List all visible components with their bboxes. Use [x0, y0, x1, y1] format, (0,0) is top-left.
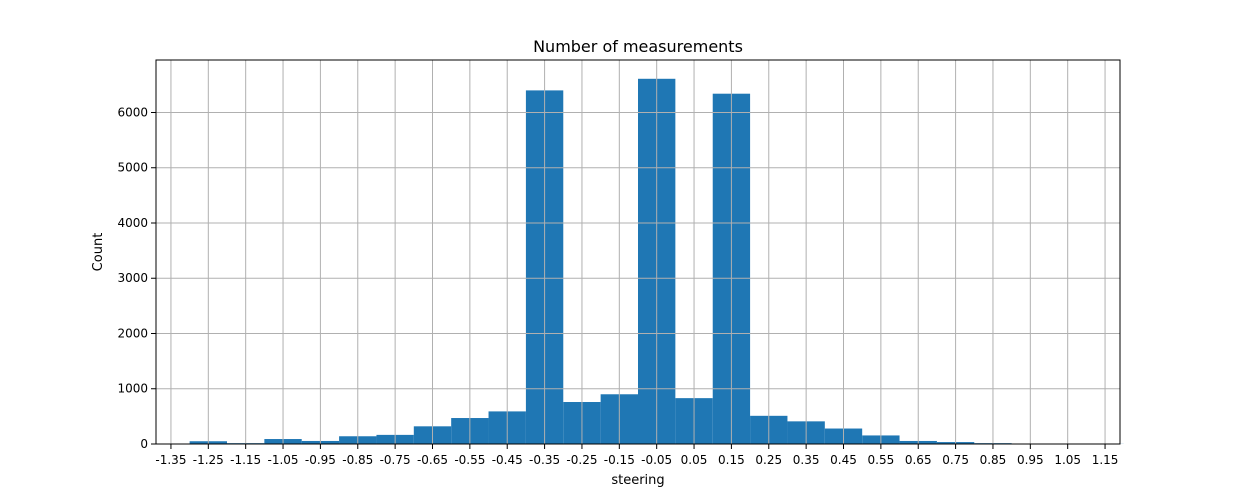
- x-tick-label: -0.35: [529, 453, 560, 467]
- chart-title: Number of measurements: [533, 37, 743, 56]
- y-tick-label: 3000: [117, 271, 148, 285]
- x-tick-label: -1.05: [268, 453, 299, 467]
- plot-frame: [155, 59, 1121, 445]
- x-tick-label: 0.55: [868, 453, 895, 467]
- y-tick-label: 6000: [117, 105, 148, 119]
- x-tick-label: -0.55: [454, 453, 485, 467]
- x-tick-label: 0.65: [905, 453, 932, 467]
- x-tick-label: 0.85: [980, 453, 1007, 467]
- x-tick-label: 1.05: [1054, 453, 1081, 467]
- x-axis-label: steering: [611, 473, 664, 488]
- x-tick-label: -0.25: [566, 453, 597, 467]
- y-tick-label: 4000: [117, 216, 148, 230]
- x-tick-label: -0.65: [417, 453, 448, 467]
- x-tick-label: -1.15: [230, 453, 261, 467]
- x-tick-label: -1.25: [193, 453, 224, 467]
- x-tick-label: 0.15: [718, 453, 745, 467]
- x-tick-label: -1.35: [155, 453, 186, 467]
- x-tick-label: -0.15: [604, 453, 635, 467]
- x-tick-label: 0.75: [942, 453, 969, 467]
- y-tick-label: 1000: [117, 382, 148, 396]
- x-axis-ticks: -1.35 -1.25 -1.15 -1.05 -0.95 -0.85 -0.75 -0.65…: [155, 444, 1118, 467]
- bars: [156, 60, 1124, 445]
- y-tick-label: 2000: [117, 326, 148, 340]
- y-tick-label: 5000: [117, 161, 148, 175]
- x-tick-label: -0.85: [342, 453, 373, 467]
- x-tick-label: 0.35: [793, 453, 820, 467]
- y-tick-label: 0: [140, 437, 148, 451]
- x-tick-label: 0.05: [681, 453, 708, 467]
- x-tick-label: 1.15: [1092, 453, 1119, 467]
- x-tick-label: -0.95: [305, 453, 336, 467]
- x-tick-label: 0.25: [755, 453, 782, 467]
- x-tick-label: 0.95: [1017, 453, 1044, 467]
- x-tick-label: -0.75: [380, 453, 411, 467]
- y-axis-ticks: 0 1000 2000 3000 4000 5000 6000: [117, 105, 156, 451]
- x-tick-label: 0.45: [830, 453, 857, 467]
- y-axis-label: Count: [91, 233, 106, 272]
- x-tick-label: -0.05: [641, 453, 672, 467]
- x-tick-label: -0.45: [492, 453, 523, 467]
